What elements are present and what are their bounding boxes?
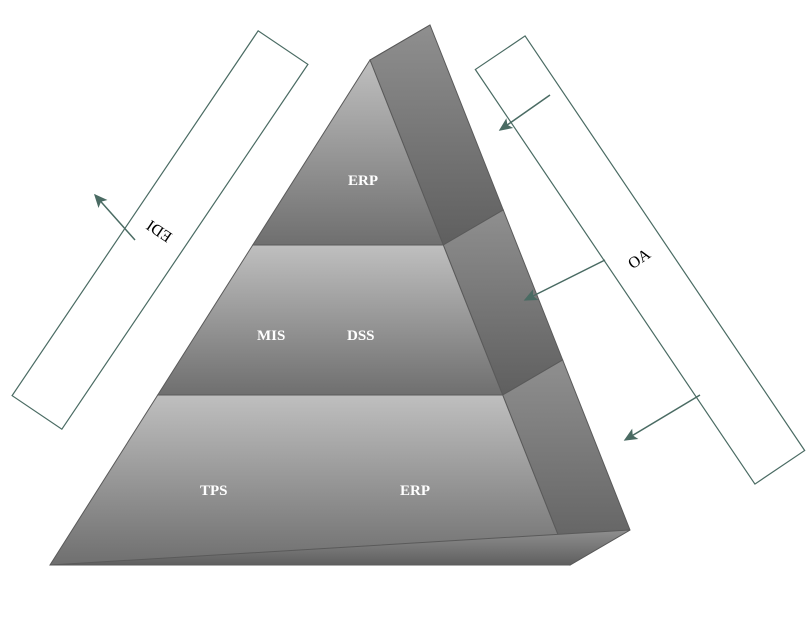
arrow-0 — [95, 195, 135, 240]
tier-2-label-1: ERP — [400, 483, 430, 499]
tier-0-label-0: ERP — [348, 173, 378, 189]
arrow-3 — [625, 395, 700, 440]
pyramid-diagram: EDIOAERPMISDSSTPSERP — [0, 0, 809, 618]
tier-1-label-1: DSS — [347, 328, 375, 344]
arrow-2 — [525, 260, 605, 300]
tier-1-label-0: MIS — [257, 328, 285, 344]
pyramid-front-tier-1 — [158, 245, 503, 395]
tier-2-label-0: TPS — [200, 483, 228, 499]
